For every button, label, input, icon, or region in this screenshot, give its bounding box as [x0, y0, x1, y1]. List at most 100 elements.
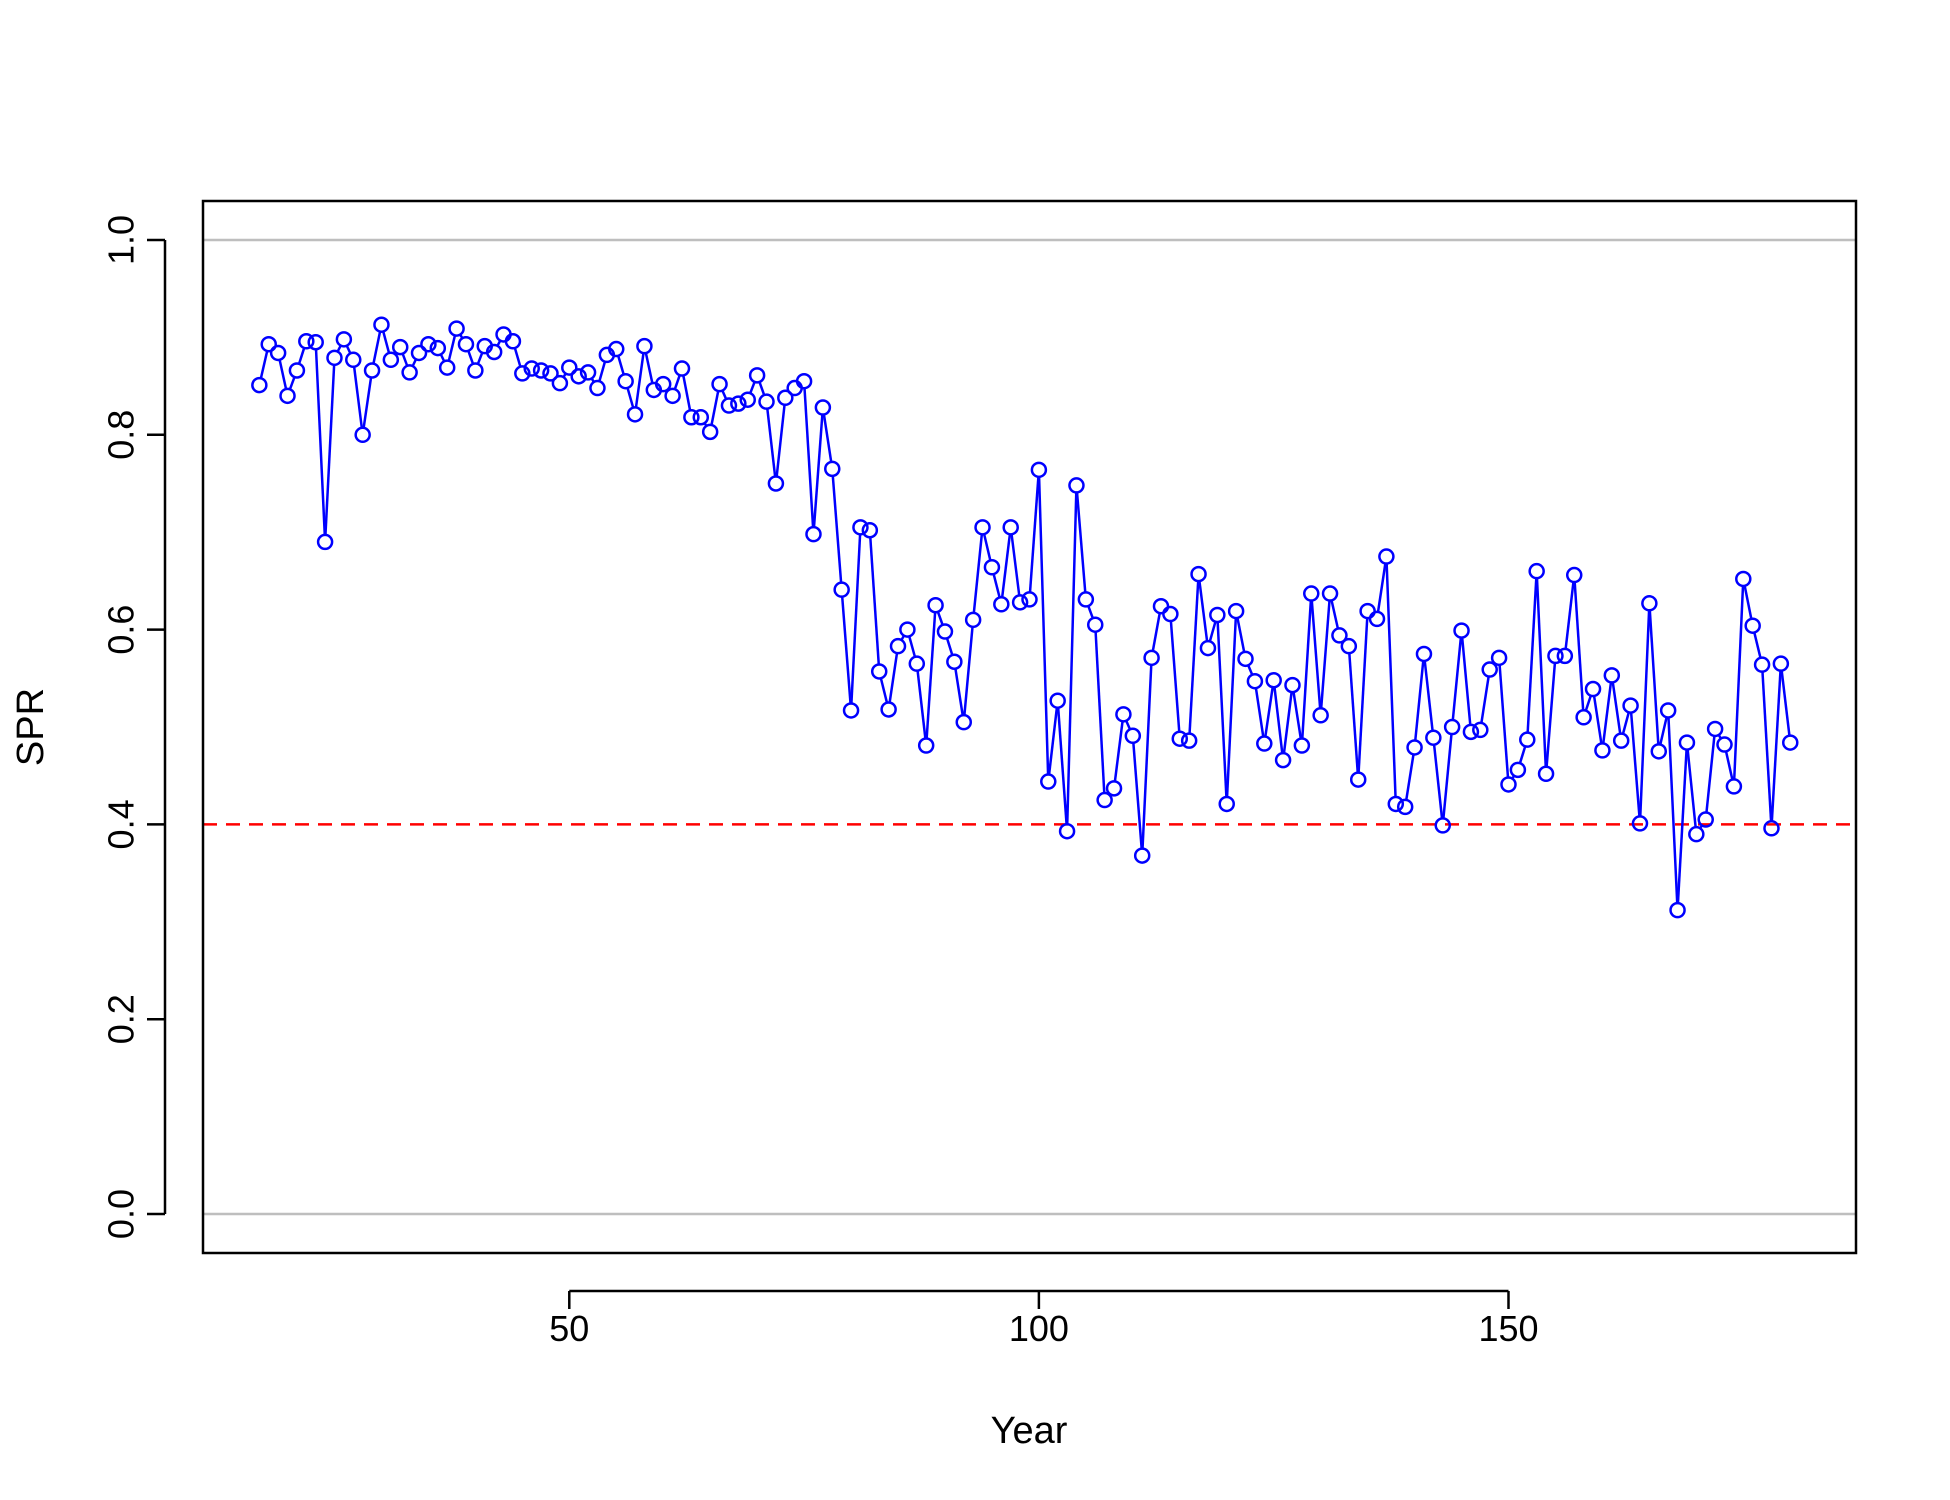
- line-segment: [1611, 682, 1622, 734]
- data-point: [692, 408, 710, 426]
- data-point: [260, 335, 277, 353]
- line-segment: [352, 366, 364, 428]
- data-point: [542, 365, 559, 382]
- data-point: [1387, 795, 1405, 813]
- data-point: [1227, 602, 1245, 620]
- data-point: [1641, 595, 1658, 612]
- data-point: [1509, 761, 1527, 779]
- line-segment: [1151, 612, 1161, 652]
- line-segment: [972, 534, 984, 614]
- data-point: [833, 581, 850, 598]
- data-point: [485, 343, 503, 361]
- line-segment: [1282, 691, 1293, 754]
- line-segment: [513, 347, 522, 368]
- data-point: [861, 521, 879, 539]
- data-point: [917, 737, 935, 754]
- data-point: [1425, 729, 1442, 746]
- data-point: [1096, 791, 1113, 809]
- data-point: [1237, 650, 1254, 668]
- line-segment: [401, 353, 409, 367]
- data-point: [1462, 723, 1480, 741]
- data-point: [927, 596, 944, 614]
- data-point: [683, 408, 700, 426]
- data-point: [1519, 731, 1536, 748]
- line-segment: [1545, 662, 1557, 767]
- data-point: [1716, 736, 1733, 753]
- data-point: [899, 621, 916, 638]
- data-point: [1453, 622, 1470, 639]
- data-point: [1171, 730, 1189, 747]
- data-point: [974, 519, 991, 536]
- line-segment: [1028, 476, 1040, 593]
- line-segment: [766, 408, 777, 477]
- line-segment: [617, 355, 625, 375]
- line-segment: [1423, 660, 1434, 731]
- line-segment: [1780, 670, 1791, 736]
- line-segment: [749, 381, 756, 394]
- data-point: [1772, 655, 1790, 672]
- data-point: [1697, 811, 1714, 828]
- line-segment: [362, 377, 373, 429]
- y-tick-label: 1.0: [101, 215, 142, 265]
- data-point: [269, 344, 287, 362]
- data-point: [1725, 778, 1743, 795]
- data-point: [842, 702, 860, 719]
- line-segment: [467, 350, 475, 365]
- line-segment: [1376, 563, 1387, 613]
- line-segment: [1705, 735, 1716, 813]
- data-point: [1321, 585, 1339, 602]
- data-point: [1378, 548, 1395, 565]
- line-segment: [1225, 618, 1238, 798]
- line-segment: [1732, 585, 1745, 780]
- line-segment: [476, 352, 484, 365]
- data-point: [1143, 649, 1160, 667]
- line-segment: [1330, 600, 1340, 629]
- line-segment: [1686, 749, 1697, 828]
- data-point: [1068, 477, 1085, 494]
- line-segment: [626, 387, 635, 408]
- line-segment: [634, 352, 645, 408]
- x-axis-title: Year: [991, 1410, 1068, 1452]
- line-segment: [1621, 712, 1630, 735]
- data-point: [1472, 721, 1489, 739]
- line-segment: [345, 345, 352, 354]
- line-segment: [1075, 492, 1087, 593]
- line-segment: [1010, 534, 1021, 596]
- line-segment: [278, 359, 288, 390]
- data-point: [1040, 773, 1057, 790]
- data-point: [1293, 737, 1311, 754]
- line-segment: [1357, 618, 1369, 773]
- data-point: [1209, 606, 1226, 624]
- line-segment: [936, 611, 944, 626]
- line-segment: [1451, 637, 1463, 721]
- line-segment: [879, 677, 889, 703]
- line-segment: [803, 388, 815, 528]
- data-point: [889, 637, 907, 655]
- data-point: [805, 525, 822, 543]
- data-point: [1133, 847, 1151, 864]
- line-segment: [1310, 600, 1322, 709]
- line-segment: [758, 381, 766, 396]
- line-segment: [1442, 733, 1453, 819]
- line-segment: [1066, 492, 1078, 825]
- line-segment: [1518, 745, 1527, 764]
- line-segment: [822, 414, 833, 463]
- line-segment: [1132, 742, 1143, 849]
- data-point: [955, 713, 973, 731]
- data-point: [1547, 647, 1564, 665]
- data-point: [354, 426, 371, 444]
- line-segment: [963, 626, 974, 716]
- data-point: [748, 367, 766, 384]
- data-point: [1256, 735, 1273, 752]
- line-segment: [297, 347, 306, 365]
- line-segment: [1743, 585, 1753, 620]
- data-point: [1349, 771, 1367, 788]
- data-point: [1753, 656, 1771, 673]
- line-segment: [324, 364, 336, 535]
- data-point: [1180, 732, 1198, 749]
- data-point: [767, 475, 785, 492]
- line-segment: [888, 652, 899, 703]
- data-point: [983, 559, 1001, 576]
- data-point: [1565, 566, 1583, 584]
- data-point: [1340, 637, 1358, 655]
